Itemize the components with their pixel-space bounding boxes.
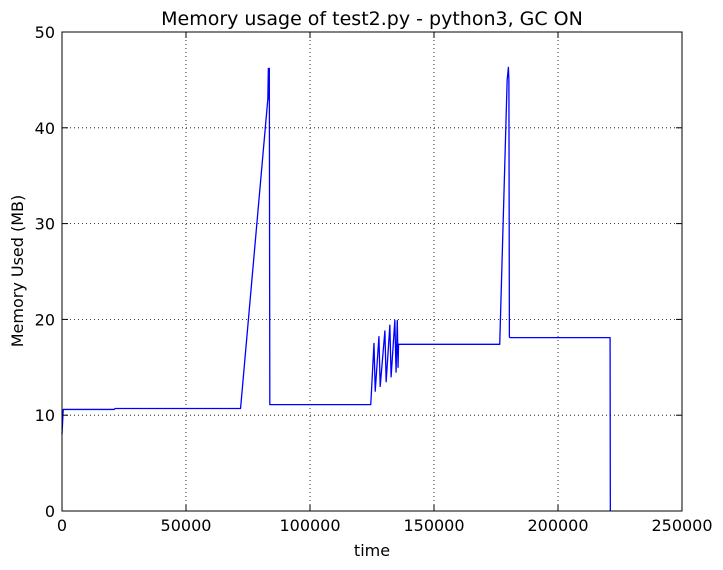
- y-tick-label: 0: [45, 502, 55, 521]
- y-tick-labels: 0 10 20 30 40 50: [35, 23, 55, 521]
- x-tick-label: 200000: [527, 516, 588, 535]
- x-tick-label: 250000: [651, 516, 712, 535]
- grid-lines: [62, 32, 682, 511]
- series-line-1: [61, 66, 611, 512]
- y-tick-label: 50: [35, 23, 55, 42]
- y-axis-label: Memory Used (MB): [8, 195, 27, 348]
- x-tick-label: 50000: [161, 516, 212, 535]
- plot-frame: [61, 31, 683, 512]
- x-tick-labels: 0 50000 100000 150000 200000 250000: [57, 516, 713, 535]
- chart-title: Memory usage of test2.py - python3, GC O…: [161, 8, 583, 30]
- x-tick-label: 0: [57, 516, 67, 535]
- axis-ticks: [61, 31, 683, 512]
- y-tick-label: 20: [35, 310, 55, 329]
- y-tick-label: 30: [35, 215, 55, 234]
- x-axis-label: time: [354, 541, 390, 560]
- y-tick-label: 40: [35, 119, 55, 138]
- x-tick-label: 150000: [403, 516, 464, 535]
- data-series: [61, 66, 611, 512]
- x-tick-label: 100000: [279, 516, 340, 535]
- y-tick-label: 10: [35, 406, 55, 425]
